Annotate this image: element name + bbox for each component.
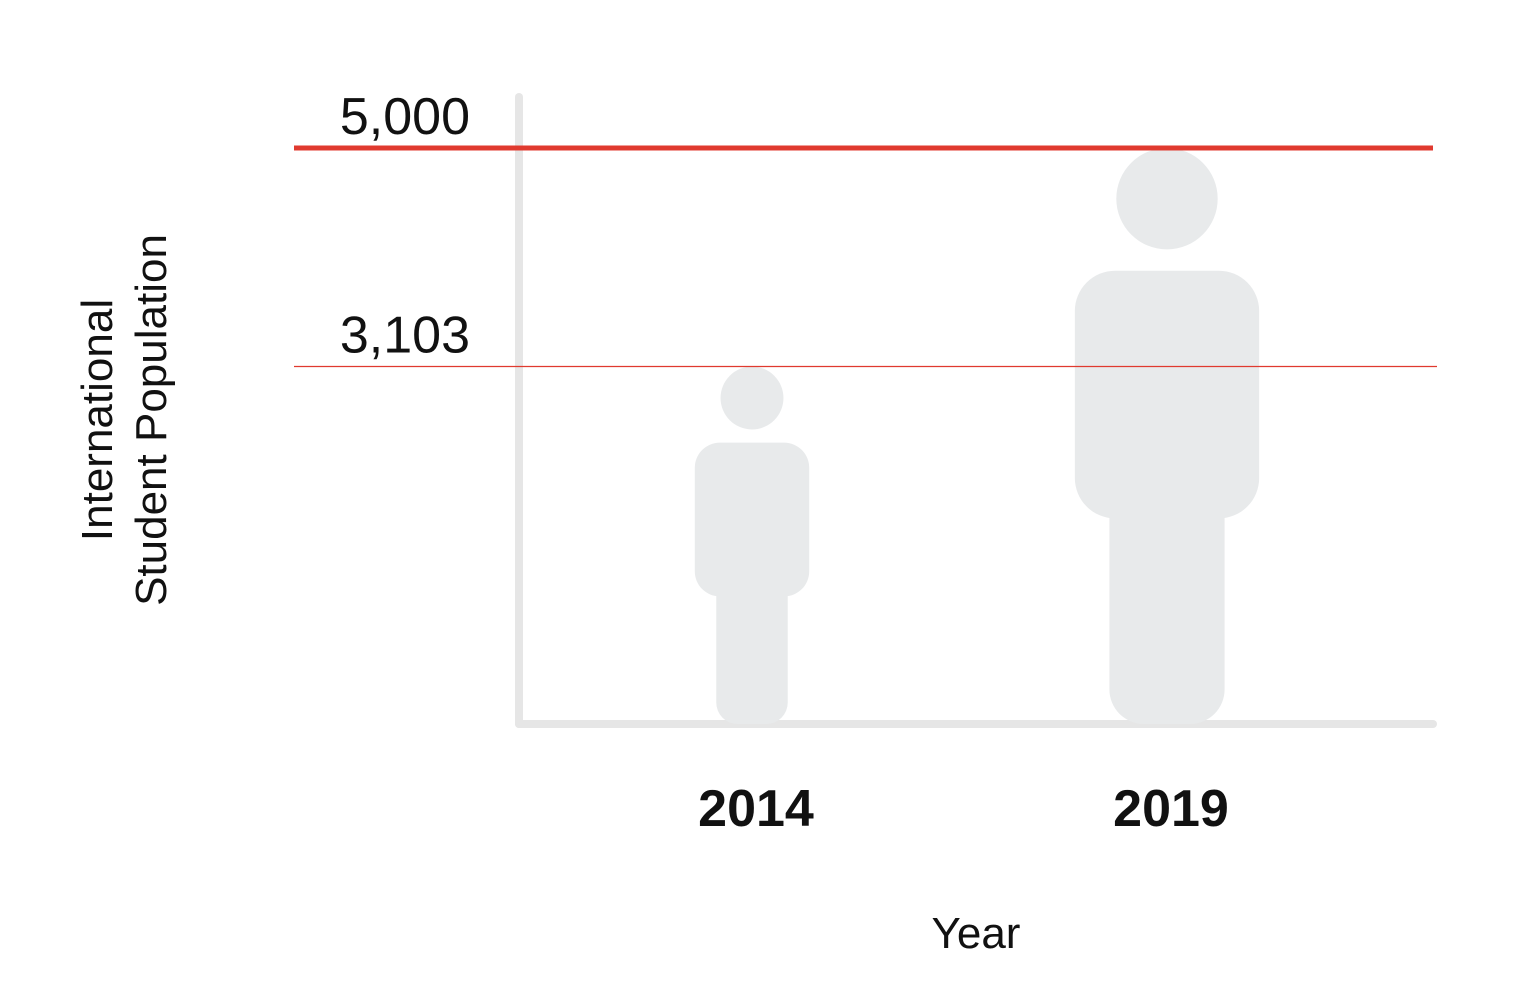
y-axis-title: International Student Population: [73, 234, 176, 606]
reference-label-5000: 5,000: [340, 88, 470, 146]
category-labels: 2014 2019: [698, 780, 1229, 838]
y-axis-title-line-2: Student Population: [127, 234, 176, 606]
person-torso: [1074, 270, 1260, 519]
person-torso: [694, 442, 810, 597]
person-head: [1116, 148, 1218, 250]
reference-label-3103: 3,103: [340, 307, 470, 365]
person-legs: [1109, 483, 1225, 724]
person-legs: [716, 574, 788, 724]
person-figure-2019: [1074, 148, 1260, 724]
y-axis-title-line-1: International: [73, 299, 122, 541]
person-figure-2014: [694, 366, 810, 724]
category-label-2014: 2014: [698, 780, 814, 838]
person-head: [720, 366, 784, 430]
reference-lines: 5,000 3,103: [294, 88, 1437, 368]
person-figures: [694, 148, 1260, 724]
x-axis-title: Year: [932, 909, 1021, 958]
category-label-2019: 2019: [1113, 780, 1229, 838]
